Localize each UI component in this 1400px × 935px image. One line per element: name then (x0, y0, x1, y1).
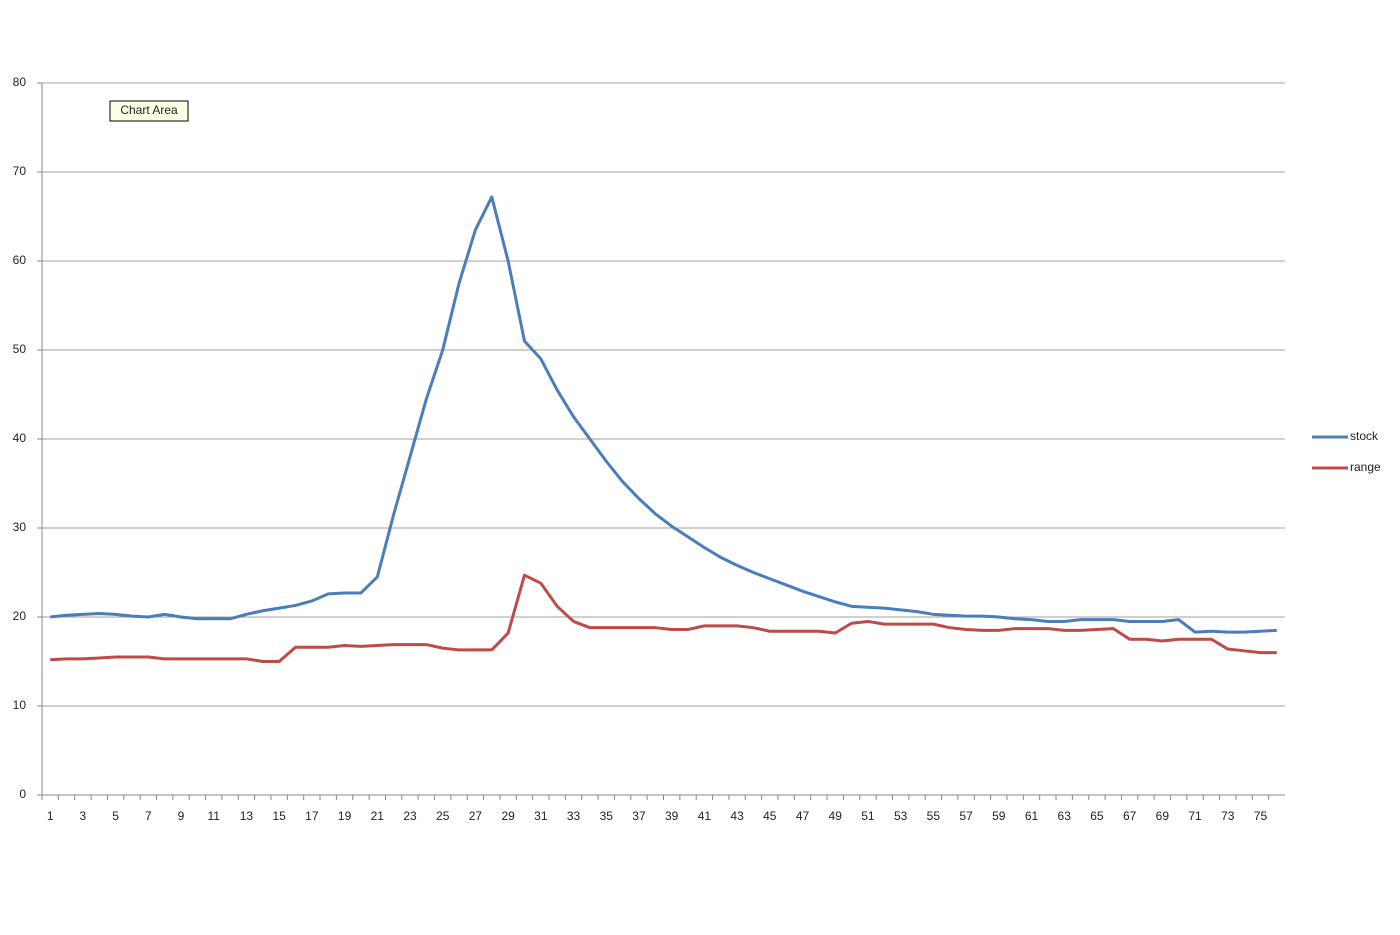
legend-label: range (1350, 460, 1381, 474)
x-tick-label: 65 (1090, 809, 1104, 823)
x-tick-label: 25 (436, 809, 450, 823)
x-tick-label: 45 (763, 809, 777, 823)
x-tick-label: 51 (861, 809, 875, 823)
x-tick-label: 31 (534, 809, 548, 823)
x-tick-label: 33 (567, 809, 581, 823)
legend-label: stock (1350, 429, 1379, 443)
y-tick-label: 50 (13, 342, 27, 356)
x-tick-label: 19 (338, 809, 352, 823)
x-tick-label: 15 (272, 809, 286, 823)
x-tick-label: 43 (730, 809, 744, 823)
x-tick-label: 69 (1156, 809, 1170, 823)
tooltip-box (109, 100, 189, 122)
y-tick-label: 0 (19, 787, 26, 801)
y-tick-label: 20 (13, 609, 27, 623)
y-tick-label: 40 (13, 431, 27, 445)
y-tick-label: 60 (13, 253, 27, 267)
x-tick-label: 53 (894, 809, 908, 823)
x-tick-label: 73 (1221, 809, 1235, 823)
x-tick-label: 47 (796, 809, 810, 823)
x-tick-label: 27 (469, 809, 483, 823)
y-tick-label: 80 (13, 75, 27, 89)
x-tick-label: 71 (1188, 809, 1202, 823)
x-tick-label: 35 (600, 809, 614, 823)
x-tick-label: 9 (178, 809, 185, 823)
x-tick-label: 67 (1123, 809, 1137, 823)
y-tick-label: 30 (13, 520, 27, 534)
x-tick-label: 61 (1025, 809, 1039, 823)
x-tick-label: 63 (1058, 809, 1072, 823)
x-tick-label: 21 (371, 809, 385, 823)
x-tick-label: 75 (1254, 809, 1268, 823)
x-tick-label: 1 (47, 809, 54, 823)
x-tick-label: 49 (829, 809, 843, 823)
line-series (50, 195, 1277, 634)
x-tick-label: 17 (305, 809, 319, 823)
x-tick-label: 3 (80, 809, 87, 823)
x-tick-label: 37 (632, 809, 646, 823)
x-tick-label: 23 (403, 809, 417, 823)
y-tick-label: 10 (13, 698, 27, 712)
x-tick-label: 41 (698, 809, 712, 823)
x-tick-label: 57 (959, 809, 973, 823)
x-tick-label: 7 (145, 809, 152, 823)
x-tick-label: 5 (112, 809, 119, 823)
x-tick-label: 55 (927, 809, 941, 823)
x-tick-label: 11 (207, 809, 220, 823)
x-tick-label: 29 (501, 809, 515, 823)
x-tick-label: 13 (240, 809, 254, 823)
tooltip: Chart Area (120, 103, 178, 117)
y-tick-label: 70 (13, 164, 27, 178)
x-tick-label: 59 (992, 809, 1006, 823)
x-tick-label: 39 (665, 809, 679, 823)
line-series (50, 573, 1277, 663)
